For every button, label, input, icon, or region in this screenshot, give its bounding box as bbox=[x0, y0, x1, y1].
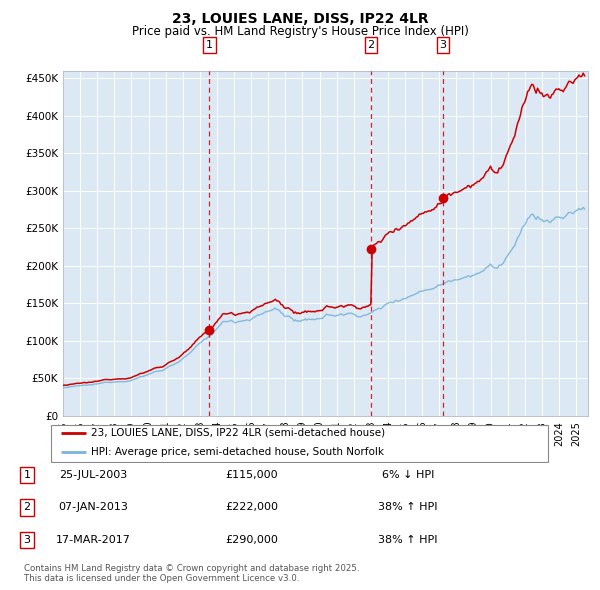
Text: Contains HM Land Registry data © Crown copyright and database right 2025.
This d: Contains HM Land Registry data © Crown c… bbox=[24, 563, 359, 583]
Text: £222,000: £222,000 bbox=[226, 503, 278, 512]
Text: 2: 2 bbox=[368, 40, 375, 50]
Text: 1: 1 bbox=[23, 470, 31, 480]
Text: 23, LOUIES LANE, DISS, IP22 4LR (semi-detached house): 23, LOUIES LANE, DISS, IP22 4LR (semi-de… bbox=[91, 428, 385, 438]
Text: Price paid vs. HM Land Registry's House Price Index (HPI): Price paid vs. HM Land Registry's House … bbox=[131, 25, 469, 38]
Text: 07-JAN-2013: 07-JAN-2013 bbox=[58, 503, 128, 512]
Text: HPI: Average price, semi-detached house, South Norfolk: HPI: Average price, semi-detached house,… bbox=[91, 447, 384, 457]
Text: £290,000: £290,000 bbox=[226, 535, 278, 545]
Text: 1: 1 bbox=[206, 40, 213, 50]
Text: 17-MAR-2017: 17-MAR-2017 bbox=[56, 535, 130, 545]
Text: 38% ↑ HPI: 38% ↑ HPI bbox=[378, 503, 438, 512]
Text: 3: 3 bbox=[439, 40, 446, 50]
Text: 25-JUL-2003: 25-JUL-2003 bbox=[59, 470, 127, 480]
Text: 38% ↑ HPI: 38% ↑ HPI bbox=[378, 535, 438, 545]
Text: £115,000: £115,000 bbox=[226, 470, 278, 480]
Text: 6% ↓ HPI: 6% ↓ HPI bbox=[382, 470, 434, 480]
FancyBboxPatch shape bbox=[50, 425, 548, 461]
Text: 2: 2 bbox=[23, 503, 31, 512]
Text: 3: 3 bbox=[23, 535, 31, 545]
Text: 23, LOUIES LANE, DISS, IP22 4LR: 23, LOUIES LANE, DISS, IP22 4LR bbox=[172, 12, 428, 26]
